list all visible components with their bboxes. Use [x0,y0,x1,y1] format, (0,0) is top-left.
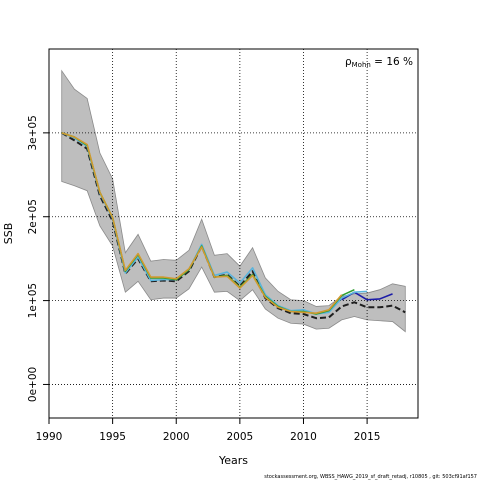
x-tick-label: 1990 [36,431,63,443]
y-tick-label: 3e+05 [27,115,39,150]
x-tick-label: 2000 [163,431,190,443]
confidence-band-layer [61,69,406,333]
rho-symbol: ρ [345,56,352,68]
series-line-4 [61,132,343,314]
y-tick-label: 0e+00 [27,367,39,402]
y-tick-label: 1e+05 [27,283,39,318]
series-line-0 [61,132,406,320]
x-axis-label: Years [218,454,248,467]
x-tick-label: 2015 [354,431,381,443]
y-tick-label: 2e+05 [27,199,39,234]
x-tick-label: 2010 [290,431,317,443]
y-axis: 0e+00 1e+05 2e+05 3e+05 [27,115,49,402]
x-tick-label: 2005 [226,431,253,443]
rho-value: = 16 % [371,56,413,68]
ssb-confidence-band [61,69,406,333]
rho-subscript: Mohn [352,61,371,69]
x-tick-label: 1995 [99,431,126,443]
series-layer [61,132,406,320]
mohn-rho-annotation: ρMohn = 16 % [345,56,413,69]
footer-credit: stockassessment.org, WBSS_HAWG_2019_sf_d… [264,474,477,480]
x-axis: 1990 1995 2000 2005 2010 2015 [36,418,381,443]
plot-frame [48,48,419,419]
y-axis-label: SSB [2,223,15,245]
